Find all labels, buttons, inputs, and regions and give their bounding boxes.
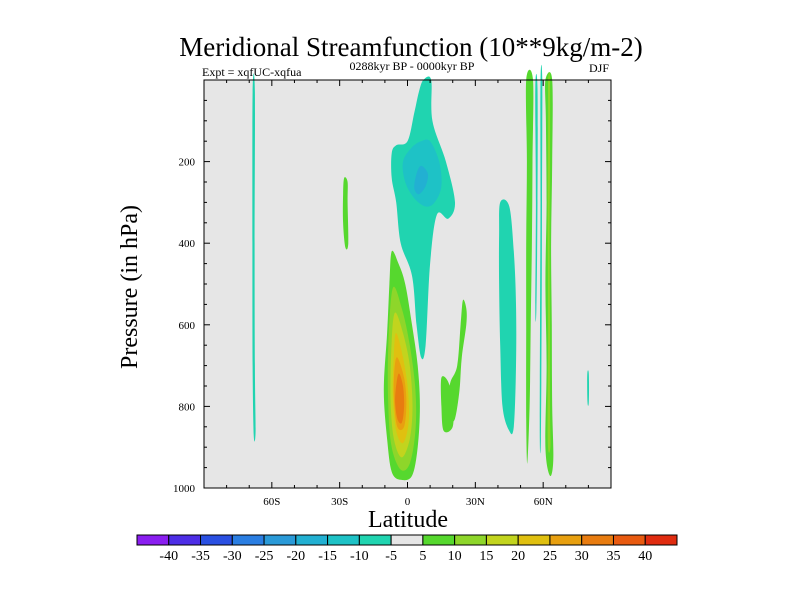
x-tick-label: 30S <box>331 496 348 508</box>
y-tick-label: 600 <box>179 320 196 332</box>
colorbar-swatch <box>168 534 202 546</box>
y-tick-label: 1000 <box>173 483 196 495</box>
contour-region-level-5 <box>525 69 534 464</box>
contour-region-level-10 <box>547 72 551 453</box>
colorbar-label: 30 <box>575 549 589 564</box>
colorbar-swatch <box>581 534 614 546</box>
experiment-label: Expt = xqfUC-xqfua <box>202 65 302 79</box>
colorbar-swatch <box>263 534 297 546</box>
contour-region-level--5 <box>391 76 456 360</box>
colorbar-label: -30 <box>223 549 242 564</box>
axis-ticks <box>203 79 612 489</box>
time-range-label: 0288kyr BP - 0000kyr BP <box>350 59 475 73</box>
colorbar-label: 5 <box>419 549 426 564</box>
contour-region-level--5 <box>535 73 538 322</box>
season-label: DJF <box>589 61 609 75</box>
colorbar: -40 -35 -30 -25 -20 -15 -10 -5 5 10 15 20 25 30 35 40 <box>136 534 678 564</box>
colorbar-label: -20 <box>286 549 305 564</box>
colorbar-swatch <box>644 534 678 546</box>
colorbar-swatch <box>485 534 519 546</box>
x-tick-label: 60N <box>534 496 553 508</box>
colorbar-swatch <box>358 534 392 546</box>
colorbar-swatch <box>454 534 487 546</box>
x-axis-title: Latitude <box>368 507 448 533</box>
colorbar-label: -35 <box>191 549 210 564</box>
colorbar-label: -25 <box>255 549 274 564</box>
colorbar-label: 40 <box>638 549 652 564</box>
contour-region-level--5 <box>587 370 590 406</box>
contour-fills <box>252 64 590 481</box>
colorbar-label: 20 <box>511 549 525 564</box>
plot-area: 60S 30S 0 30N 60N 200 400 600 800 1000 <box>173 64 612 508</box>
contour-region-level--15 <box>414 165 429 195</box>
y-tick-label: 400 <box>179 238 196 250</box>
contour-region-level-30 <box>395 373 405 424</box>
x-tick-label: 0 <box>405 496 411 508</box>
colorbar-label: -5 <box>385 549 397 564</box>
colorbar-swatch <box>549 534 583 546</box>
colorbar-swatch <box>231 534 265 546</box>
colorbar-label: 35 <box>606 549 620 564</box>
chart-title: Meridional Streamfunction (10**9kg/m-2) <box>179 32 642 62</box>
colorbar-label: 25 <box>543 549 557 564</box>
colorbar-swatch <box>327 534 360 546</box>
y-axis-title: Pressure (in hPa) <box>117 205 143 369</box>
axis-tick-labels: 60S 30S 0 30N 60N 200 400 600 800 1000 <box>173 157 553 508</box>
contour-region-level--5 <box>252 73 256 442</box>
colorbar-label: -15 <box>318 549 337 564</box>
contour-region-level-5 <box>440 376 454 433</box>
colorbar-swatch <box>295 534 329 546</box>
colorbar-label: 15 <box>479 549 493 564</box>
colorbar-swatch <box>422 534 456 546</box>
colorbar-label: 10 <box>448 549 462 564</box>
colorbar-swatch <box>200 534 233 546</box>
colorbar-label: -40 <box>159 549 178 564</box>
colorbar-swatch <box>390 534 424 546</box>
y-tick-label: 200 <box>179 157 196 169</box>
contour-region-level--5 <box>498 199 517 435</box>
contour-region-level--5 <box>539 64 543 454</box>
x-tick-label: 60S <box>263 496 280 508</box>
contour-region-level-5 <box>448 299 467 422</box>
colorbar-swatch <box>612 534 646 546</box>
y-tick-label: 800 <box>179 401 196 413</box>
colorbar-swatch <box>517 534 551 546</box>
x-tick-label: 30N <box>466 496 485 508</box>
colorbar-label: -10 <box>350 549 369 564</box>
contour-region-level-5 <box>342 177 349 250</box>
colorbar-swatch <box>136 534 170 546</box>
